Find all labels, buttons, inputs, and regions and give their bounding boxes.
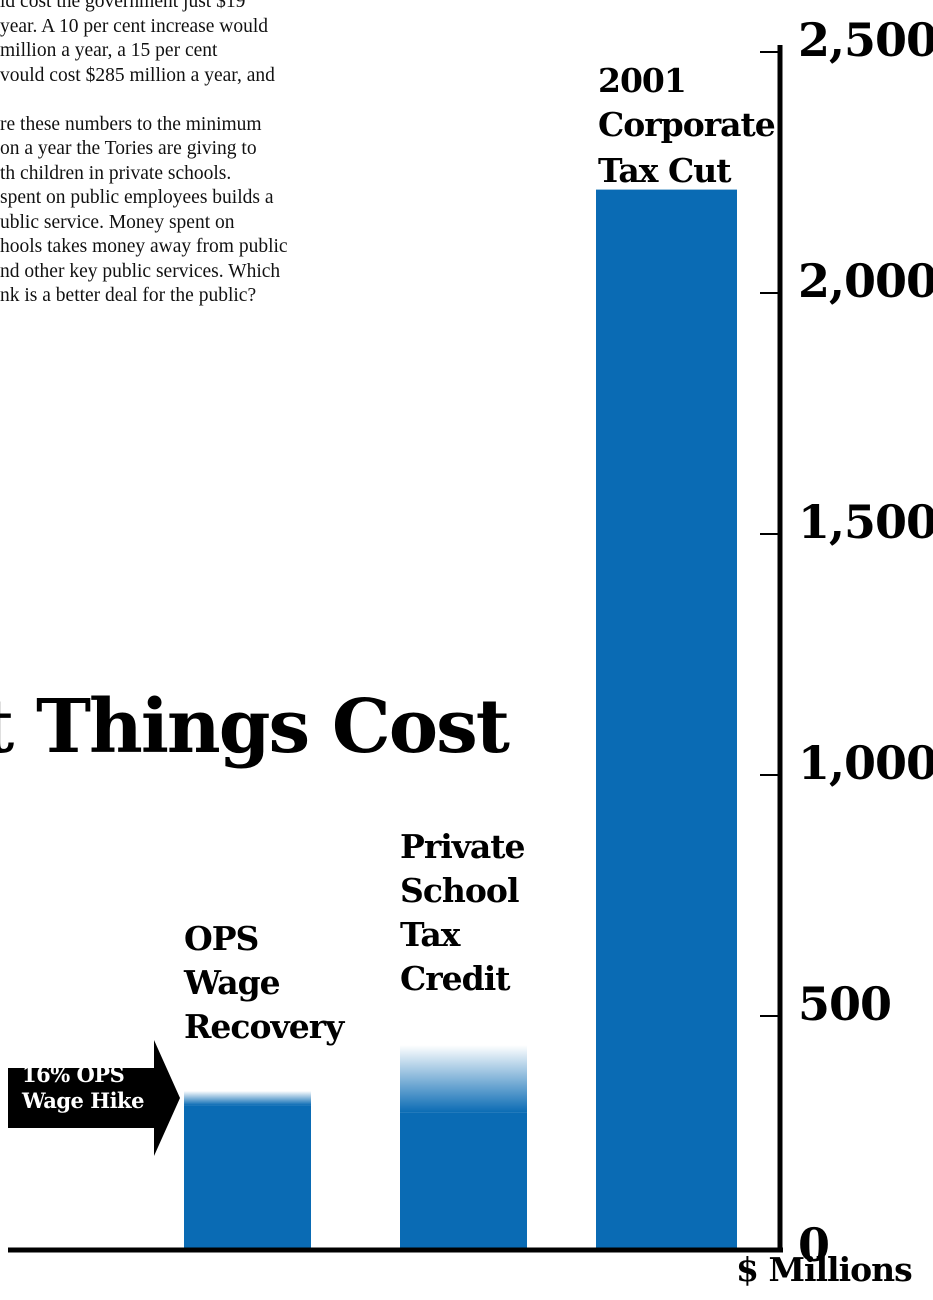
article-line: hools takes money away from public	[0, 236, 288, 257]
article-line: ld cost the government just $19	[0, 0, 246, 12]
y-tick-label-1500: 1,500	[798, 495, 933, 549]
category-label-1-line-1: OPS	[184, 919, 259, 958]
arrow-label-line-2: Wage Hike	[22, 1088, 144, 1113]
y-tick-label-2000: 2,000	[798, 254, 933, 308]
category-label-1-line-3: Recovery	[184, 1007, 344, 1046]
y-tick-label-2500: 2,500	[798, 13, 933, 67]
category-label-1-line-2: Wage	[184, 963, 281, 1002]
article-line: vould cost $285 million a year, and	[0, 64, 275, 86]
bar-3	[596, 189, 737, 1251]
y-axis-unit-label: $ Millions	[736, 1250, 913, 1289]
category-label-2-line-3: Tax	[400, 915, 460, 954]
y-tick-label-500: 500	[798, 977, 892, 1031]
arrow-label: 16% OPS Wage Hike	[22, 1062, 172, 1114]
y-tick-label-0: 0	[798, 1218, 830, 1272]
bar-fade-2	[400, 1045, 527, 1113]
article-line: on a year the Tories are giving to	[0, 138, 257, 159]
category-label-2-line-4: Credit	[400, 959, 510, 998]
article-line: nk is a better deal for the public?	[0, 285, 257, 306]
bar-1	[184, 1105, 311, 1250]
article-line: th children in private schools.	[0, 162, 232, 184]
headline-text: hat Things Cost	[0, 684, 510, 770]
category-label-2-line-1: Private	[400, 827, 526, 866]
category-label-3-line-1: 2001	[598, 61, 687, 100]
y-tick-label-1000: 1,000	[798, 736, 933, 790]
category-label-3-line-3: Tax Cut	[598, 151, 731, 190]
article-line: ublic service. Money spent on	[0, 211, 235, 233]
article-line: million a year, a 15 per cent	[0, 40, 218, 61]
headline: hat Things Cost	[0, 677, 520, 787]
article-line: year. A 10 per cent increase would	[0, 15, 269, 37]
bar-2	[400, 1112, 527, 1250]
article-line: nd other key public services. Which	[0, 260, 281, 282]
article-text: ld cost the government just $19 year. A 1…	[0, 0, 440, 309]
arrow-right-icon	[8, 1040, 180, 1156]
category-label-3-line-2: Corporate	[598, 105, 776, 144]
category-label-2-line-2: School	[400, 871, 519, 910]
article-line: re these numbers to the minimum	[0, 113, 262, 135]
arrow-label-line-1: 16% OPS	[22, 1062, 125, 1087]
bar-fade-1	[184, 1090, 311, 1106]
article-line: spent on public employees builds a	[0, 187, 274, 208]
